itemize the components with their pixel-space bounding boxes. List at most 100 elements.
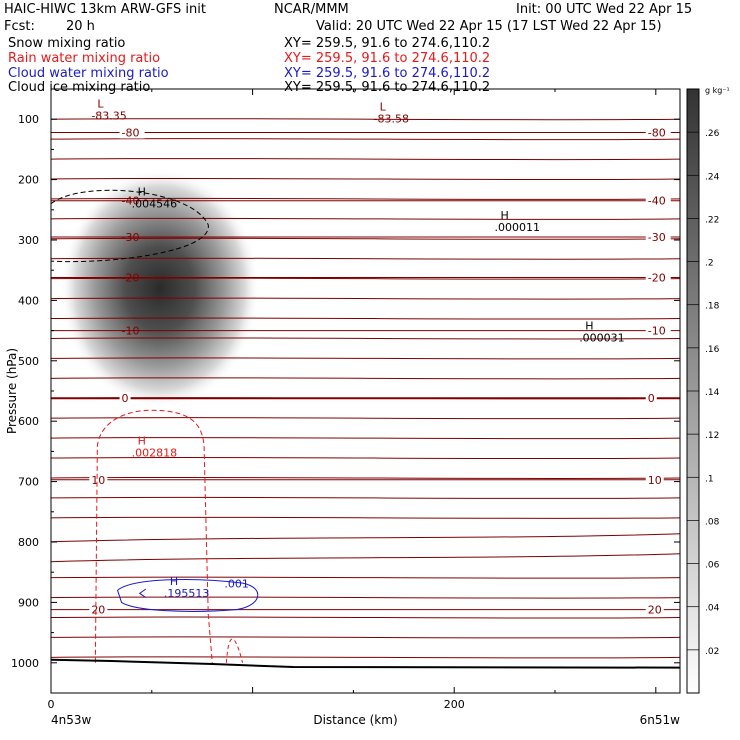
isotherm-label-bg (89, 603, 108, 616)
colorbar-tick-label: .22 (705, 215, 719, 225)
isotherm-label-bg (645, 603, 664, 616)
colorbar-tick-label: .02 (705, 647, 719, 657)
y-tick-label: 400 (18, 294, 39, 307)
cloud-water-chevron (138, 588, 147, 598)
annotation-h-symbol: H (501, 209, 509, 222)
cloud-water-contour (116, 579, 259, 612)
isotherm-line (50, 337, 681, 340)
annotation-h-symbol: H (170, 575, 178, 588)
colorbar-tick-label: .06 (705, 561, 720, 571)
legend-cloudice-xy: XY= 259.5, 91.6 to 274.6,110.2 (284, 80, 491, 95)
isotherm-line (50, 456, 681, 460)
rain-water-contour (94, 409, 213, 663)
isotherm-line (50, 118, 681, 121)
colorbar-tick-label: .1 (705, 474, 714, 484)
y-tick-label: 300 (18, 234, 39, 247)
cloud-ice-contour (50, 189, 209, 263)
isotherm-label-right: 20 (648, 604, 662, 617)
isotherm-label-right: -20 (648, 271, 666, 284)
y-tick-label: 100 (18, 113, 39, 126)
annotation-h-symbol: H (138, 186, 146, 199)
y-tick-label: 1000 (11, 657, 39, 670)
isotherm-label-bg (645, 324, 671, 337)
isotherm-label-right: -10 (648, 325, 666, 338)
annotation-h-value: .000031 (579, 332, 625, 345)
forecast-label: Fcst: (4, 19, 35, 34)
isotherm-line (50, 257, 681, 260)
isotherm-label-left: 10 (91, 474, 105, 487)
contour-label: .001 (224, 577, 249, 590)
init-time: Init: 00 UTC Wed 22 Apr 15 (516, 2, 693, 17)
isotherm-label-left: -20 (122, 271, 140, 284)
colorbar-tick-label: .08 (705, 517, 720, 527)
annotation-h-symbol: H (585, 320, 593, 333)
isotherm-line (50, 138, 681, 141)
isotherm-label-left: 20 (91, 604, 105, 617)
terrain-surface (50, 658, 681, 669)
isotherm-label-bg (645, 126, 671, 139)
isotherm-label-bg (119, 126, 145, 139)
colorbar-tick-label: .16 (705, 345, 720, 355)
annotation-h-value: .004546 (132, 198, 178, 211)
colorbar-unit: g kg⁻¹ (705, 86, 730, 95)
isotherm-label-bg (119, 392, 131, 405)
isotherm-label-right: 0 (648, 392, 655, 405)
colorbar-tick-label: .12 (705, 431, 719, 441)
isotherm-label-bg (89, 473, 108, 486)
isotherm-line (50, 297, 681, 300)
y-tick-label: 700 (18, 476, 39, 489)
snow-mixing-ratio-shading (59, 168, 260, 409)
annotation-l-symbol: L (97, 97, 104, 110)
isotherm-line (50, 317, 681, 320)
left-endpoint-label: 4n53w (51, 713, 92, 727)
x-tick-label: 200 (444, 698, 465, 711)
legend-rain-xy: XY= 259.5, 91.6 to 274.6,110.2 (284, 51, 491, 66)
annotation-h-value: .000011 (495, 221, 541, 234)
isotherm-line (50, 516, 681, 519)
legend-rain: Rain water mixing ratio (8, 51, 161, 66)
isotherm-line (50, 596, 681, 599)
isotherm-line (50, 553, 681, 563)
isotherm-line (50, 197, 681, 201)
isotherm-line (50, 237, 681, 240)
colorbar-tick-label: .26 (705, 129, 720, 139)
y-axis-label: Pressure (hPa) (5, 348, 19, 434)
isotherm-label-left: -40 (122, 195, 140, 208)
annotation-l-value: -83.58 (374, 112, 409, 125)
chart-title: HAIC-HIWC 13km ARW-GFS init (4, 2, 206, 17)
isotherm-line (50, 157, 681, 161)
x-tick-label: 0 (48, 698, 55, 711)
isotherm-label-bg (645, 230, 671, 243)
isotherm-label-bg (645, 194, 671, 207)
isotherm-label-bg (645, 392, 657, 405)
annotation-h-symbol: H (138, 434, 146, 447)
y-tick-label: 800 (18, 536, 39, 549)
annotation-h-value: .195513 (164, 587, 210, 600)
legend-cloudwater-xy: XY= 259.5, 91.6 to 274.6,110.2 (284, 66, 491, 81)
legend-snow: Snow mixing ratio (8, 36, 126, 51)
isotherm-line (50, 616, 681, 619)
isotherm-line (50, 217, 681, 220)
isotherm-line (50, 437, 681, 440)
x-axis-label: Distance (km) (313, 713, 397, 727)
isotherm-label-left: -10 (122, 325, 140, 338)
annotation-l-value: -83.35 (91, 109, 126, 122)
isotherm-label-left: 0 (122, 392, 129, 405)
isotherm-line (50, 417, 681, 420)
colorbar-tick-label: .04 (705, 604, 720, 614)
isotherm-line (50, 576, 681, 579)
y-tick-label: 200 (18, 174, 39, 187)
forecast-value: 20 h (66, 19, 95, 34)
isotherm-label-right: -30 (648, 231, 666, 244)
isotherm-label-bg (645, 271, 671, 284)
isotherm-line (50, 476, 681, 480)
isotherm-label-left: -30 (122, 231, 140, 244)
isotherm-line (50, 656, 681, 659)
legend-snow-xy: XY= 259.5, 91.6 to 274.6,110.2 (284, 36, 491, 51)
annotation-h-value: .002818 (132, 446, 178, 459)
y-tick-label: 900 (18, 596, 39, 609)
right-endpoint-label: 6n51w (640, 713, 681, 727)
isotherm-label-right: -40 (648, 195, 666, 208)
isotherm-line (50, 496, 681, 499)
